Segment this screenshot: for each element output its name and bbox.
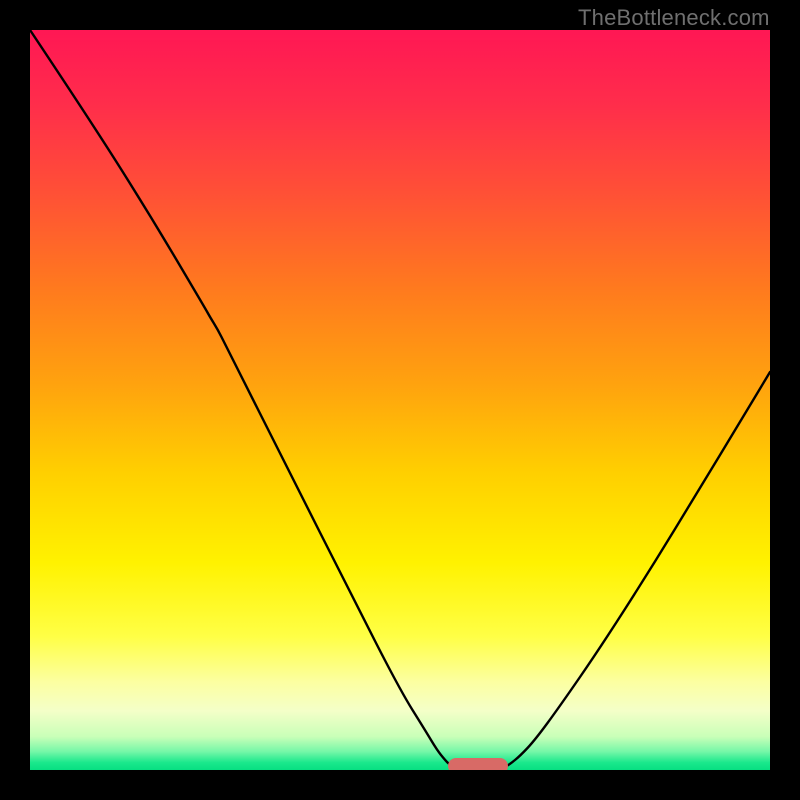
plot-background [30,30,770,770]
nadir-marker [448,758,508,770]
plot-svg [30,30,770,770]
watermark-text: TheBottleneck.com [578,5,770,31]
plot-area [30,30,770,770]
